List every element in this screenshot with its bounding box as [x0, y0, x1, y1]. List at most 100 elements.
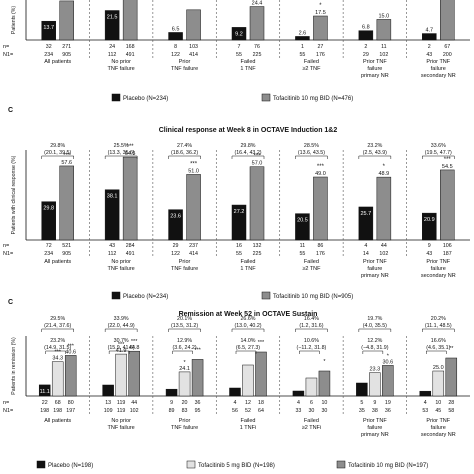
category-label: All patients [44, 418, 71, 424]
difference-bracket [235, 350, 257, 354]
category-label: failure [431, 66, 446, 72]
category-label: Prior TNF [426, 259, 450, 265]
difference-ci: (20.1, 39.5) [44, 150, 71, 156]
n-count: 16 [236, 243, 242, 249]
N-total: 53 [422, 408, 428, 414]
category-label: primary NR [361, 73, 389, 79]
bar-tofa10 [440, 0, 455, 41]
bar-placebo [422, 212, 437, 241]
bar-tofa10 [249, 6, 265, 41]
significance-mark: *** [55, 350, 62, 356]
bar-value-label: 57.0 [252, 161, 263, 167]
difference-ci-10mg: (13.5, 31.2) [171, 323, 198, 329]
n-count: 119 [117, 400, 125, 406]
bar-value-label: 13.7 [43, 25, 54, 31]
difference-ci-10mg: (11.1, 48.5) [425, 323, 452, 329]
bar-tofa10 [191, 359, 204, 397]
difference-ci-5mg: (−11.2, 31.8) [297, 345, 327, 351]
legend-swatch-tofa10 [261, 291, 271, 300]
n-count: 237 [189, 243, 198, 249]
bar-value-label: 11.1 [40, 389, 50, 395]
N-total: 102 [379, 52, 388, 58]
category-label: No prior [111, 418, 131, 424]
category-label: No prior [111, 59, 131, 65]
difference-bracket [108, 350, 130, 354]
difference-label-10mg: 29.5% [50, 316, 65, 322]
bar-value-label: 24.4 [252, 1, 263, 7]
bar-placebo [41, 20, 56, 41]
significance-mark: *** [118, 342, 125, 348]
difference-bracket [168, 328, 201, 332]
N-total: 55 [236, 251, 242, 257]
N-total: 491 [126, 251, 135, 257]
N-total: 56 [232, 408, 238, 414]
bar-tofa5 [115, 353, 127, 397]
category-label: TNF failure [108, 66, 135, 72]
N-total: 187 [443, 251, 452, 257]
n-count: 27 [317, 44, 323, 50]
n-count: 22 [42, 400, 48, 406]
n-count: 284 [126, 243, 135, 249]
legend-swatch-placebo [111, 93, 121, 102]
category-label: secondary NR [421, 73, 456, 79]
N-total: 414 [189, 52, 198, 58]
category-label: failure [367, 266, 382, 272]
difference-bracket [295, 328, 328, 332]
bar-tofa10 [59, 165, 74, 241]
bar-value-label: 38.1 [107, 194, 118, 200]
significance-mark: *** [317, 164, 325, 170]
row-label-N: N1= [3, 52, 13, 58]
difference-bracket [104, 328, 138, 332]
bar-value-label: 51.0 [188, 168, 199, 174]
legend-label: Placebo (N=234) [123, 294, 168, 300]
difference-bracket [422, 328, 455, 332]
N-total: 55 [299, 52, 305, 58]
n-count: 11 [381, 44, 387, 50]
difference-bracket [362, 350, 384, 354]
category-label: TNF failure [171, 425, 198, 431]
n-count: 86 [317, 243, 323, 249]
n-count: 72 [46, 243, 52, 249]
difference-ci-5mg: (−4.8, 31.9) [361, 345, 388, 351]
bar-value-label: 29.8 [43, 206, 54, 212]
category-label: primary NR [361, 432, 389, 438]
N-total: 45 [435, 408, 441, 414]
N-total: 197 [66, 408, 75, 414]
n-count: 4 [424, 400, 427, 406]
n-count: 106 [443, 243, 452, 249]
bar-tofa10 [122, 0, 138, 41]
significance-mark: *** [131, 339, 138, 345]
N-total: 905 [62, 251, 71, 257]
bar-tofa10 [186, 174, 201, 241]
bar-value-label: 28.5 [61, 0, 72, 1]
difference-bracket [41, 328, 74, 332]
n-count: 24 [109, 44, 115, 50]
y-axis-label: Patients in remission (%) [11, 337, 17, 395]
n-count: 36 [195, 400, 201, 406]
bar-placebo [165, 388, 178, 397]
difference-bracket [358, 328, 392, 332]
bar-value-label: 30.6 [382, 359, 393, 365]
bar-value-label: 44.8 [129, 345, 140, 351]
bar-value-label: 6.5 [172, 26, 180, 32]
n-count: 32 [46, 44, 52, 50]
bar-tofa5 [51, 361, 64, 397]
n-count: 12 [245, 400, 251, 406]
bar-tofa10 [128, 350, 140, 397]
legend-label: Tofacitinib 5 mg BID (N=198) [198, 463, 275, 469]
N-total: 95 [195, 408, 201, 414]
category-label: failure [367, 66, 382, 72]
significance-mark: *** [444, 157, 452, 163]
n-count: 9 [428, 243, 431, 249]
panel-letter: C [8, 107, 13, 114]
difference-label-5mg: 30.7% [114, 338, 129, 344]
category-label: Prior [179, 59, 191, 65]
difference-ci: (13.6, 43.5) [298, 150, 325, 156]
bar-tofa10 [376, 176, 392, 241]
legend-label: Tofacitinib 10 mg BID (N=905) [273, 294, 353, 300]
bar-placebo [295, 36, 310, 41]
n-count: 19 [385, 400, 391, 406]
N-total: 38 [372, 408, 378, 414]
significance-mark: *** [68, 343, 75, 349]
bar-value-label: 49.0 [315, 171, 326, 177]
